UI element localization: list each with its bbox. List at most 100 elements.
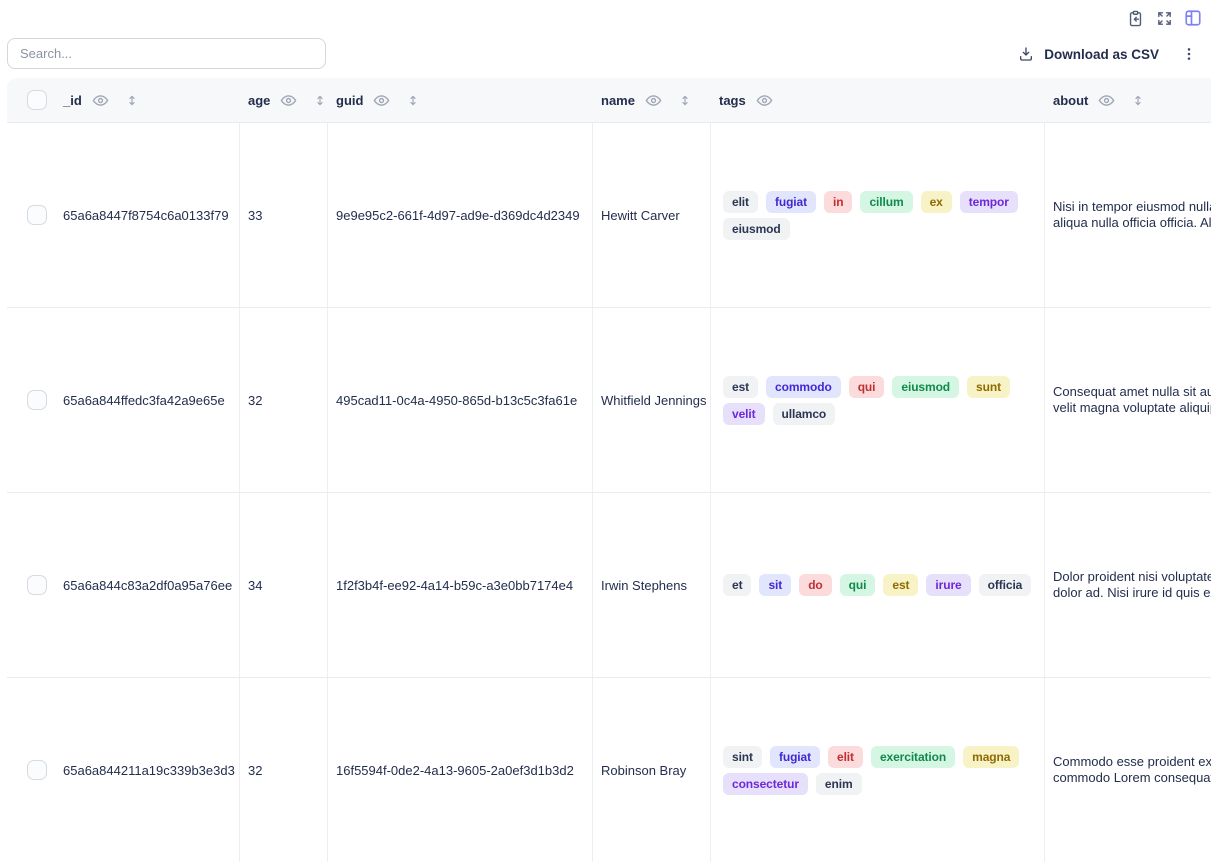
tag-pill: ullamco [772,402,836,425]
eye-icon[interactable] [280,92,297,109]
id-cell: 65a6a844ffedc3fa42a9e65e [55,308,240,492]
tag-pill: est [723,375,759,398]
data-table: _id age guid name tags about [7,78,1211,862]
age-cell: 32 [240,678,328,862]
tag-pill: cillum [860,190,913,213]
guid-cell: 1f2f3b4f-ee92-4a14-b59c-a3e0bb7174e4 [328,493,593,677]
row-checkbox[interactable] [27,760,47,780]
tag-pill: officia [978,574,1032,596]
tag-pill: est [883,574,919,596]
name-cell: Robinson Bray [593,678,711,862]
name-cell: Hewitt Carver [593,123,711,307]
column-label: tags [719,92,746,108]
column-label: guid [336,92,364,108]
tag-pill: enim [815,772,862,795]
table-view-icon[interactable] [1184,9,1202,27]
toolbar-right: Download as CSV [1017,40,1197,68]
tag-pill: eiusmod [723,217,790,240]
table-row[interactable]: 65a6a8447f8754c6a0133f79 33 9e9e95c2-661… [7,123,1211,308]
download-csv-button[interactable]: Download as CSV [1017,45,1159,63]
age-cell: 32 [240,308,328,492]
tag-pill: velit [723,402,765,425]
tag-pill: do [799,574,832,596]
about-cell: Dolor proident nisi voluptate dolor ad. … [1053,568,1211,601]
about-cell: Consequat amet nulla sit aute velit magn… [1053,383,1211,416]
id-cell: 65a6a844c83a2df0a95a76ee [55,493,240,677]
table-row[interactable]: 65a6a844c83a2df0a95a76ee 34 1f2f3b4f-ee9… [7,493,1211,678]
tags-cell: elit fugiat in cillum ex tempor eiusmod [711,123,1045,307]
guid-cell: 9e9e95c2-661f-4d97-ad9e-d369dc4d2349 [328,123,593,307]
sort-icon[interactable] [313,93,327,108]
about-cell: Commodo esse proident ex commodo Lorem c… [1053,753,1211,786]
tag-pill: qui [839,574,876,596]
tag-pill: irure [926,574,971,596]
row-checkbox-cell [7,678,55,862]
row-checkbox[interactable] [27,205,47,225]
paste-icon[interactable] [1126,9,1144,27]
row-checkbox-cell [7,308,55,492]
sort-icon[interactable] [406,93,420,108]
tag-pill: eiusmod [892,375,960,398]
column-label: name [601,92,635,108]
tags-cell: et sit do qui est irure officia [711,493,1045,677]
age-cell: 34 [240,493,328,677]
name-cell: Irwin Stephens [593,493,711,677]
id-cell: 65a6a8447f8754c6a0133f79 [55,123,240,307]
topbar [1126,9,1202,27]
table-row[interactable]: 65a6a844211a19c339b3e3d3 32 16f5594f-0de… [7,678,1211,862]
download-csv-label: Download as CSV [1044,46,1159,62]
tag-pill: in [824,190,853,213]
tag-pill: sunt [967,375,1010,398]
tag-pill: tempor [959,190,1018,213]
column-label: age [248,92,271,108]
column-header-id: _id [55,78,240,122]
column-label: about [1053,92,1089,108]
row-checkbox-cell [7,493,55,677]
eye-icon[interactable] [373,92,390,109]
eye-icon[interactable] [645,92,662,109]
tags-cell: est commodo qui eiusmod sunt velit ullamco [711,308,1045,492]
tag-pill: consectetur [723,772,808,795]
kebab-menu-icon[interactable] [1181,45,1197,63]
tags-cell: sint fugiat elit exercitation magna consectet… [711,678,1045,862]
tag-pill: commodo [766,375,841,398]
header-checkbox-cell [7,78,55,122]
table-header: _id age guid name tags about [7,78,1211,123]
about-cell: Nisi in tempor eiusmod nulla aliqua null… [1053,198,1211,231]
sort-icon[interactable] [1131,93,1145,108]
tag-pill: et [723,574,752,596]
row-checkbox-cell [7,123,55,307]
row-checkbox[interactable] [27,575,47,595]
search-input[interactable] [7,38,326,69]
id-cell: 65a6a844211a19c339b3e3d3 [55,678,240,862]
sort-icon[interactable] [125,93,139,108]
guid-cell: 16f5594f-0de2-4a13-9605-2a0ef3d1b3d2 [328,678,593,862]
guid-cell: 495cad11-0c4a-4950-865d-b13c5c3fa61e [328,308,593,492]
eye-icon[interactable] [756,92,773,109]
age-cell: 33 [240,123,328,307]
row-checkbox[interactable] [27,390,47,410]
eye-icon[interactable] [92,92,109,109]
tag-pill: sint [723,745,762,768]
sort-icon[interactable] [678,93,692,108]
expand-icon[interactable] [1155,9,1173,27]
tag-pill: fugiat [765,190,817,213]
tag-pill: elit [723,190,758,213]
column-header-tags: tags [711,78,1045,122]
tag-pill: qui [848,375,885,398]
column-header-name: name [593,78,711,122]
column-header-about: about [1045,78,1211,122]
tag-pill: fugiat [769,745,820,768]
eye-icon[interactable] [1098,92,1115,109]
tag-pill: exercitation [870,745,956,768]
tag-pill: ex [920,190,952,213]
name-cell: Whitfield Jennings [593,308,711,492]
tag-pill: elit [828,745,863,768]
tag-pill: magna [963,745,1020,768]
download-icon [1017,45,1035,63]
column-label: _id [63,92,82,108]
column-header-guid: guid [328,78,593,122]
select-all-checkbox[interactable] [27,90,47,110]
column-header-age: age [240,78,328,122]
table-row[interactable]: 65a6a844ffedc3fa42a9e65e 32 495cad11-0c4… [7,308,1211,493]
